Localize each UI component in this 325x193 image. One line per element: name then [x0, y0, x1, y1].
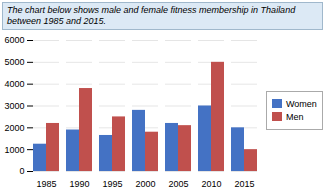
svg-text:2015: 2015 — [234, 178, 254, 188]
svg-text:1990: 1990 — [69, 178, 89, 188]
svg-text:5000: 5000 — [4, 57, 24, 67]
svg-text:2000: 2000 — [4, 122, 24, 132]
svg-text:1995: 1995 — [102, 178, 122, 188]
svg-text:2010: 2010 — [201, 178, 221, 188]
html-text:The chart below shows male and: The chart below shows male and female fi… — [7, 5, 296, 26]
svg-text:4000: 4000 — [4, 79, 24, 89]
svg-text:1985: 1985 — [36, 178, 56, 188]
svg-text:1000: 1000 — [4, 144, 24, 154]
svg-text:0: 0 — [19, 166, 24, 176]
svg-text:2005: 2005 — [168, 178, 188, 188]
svg-text:6000: 6000 — [4, 35, 24, 45]
html-text:Women: Women — [286, 98, 317, 109]
svg-text:3000: 3000 — [4, 100, 24, 110]
html-text:Men: Men — [286, 111, 304, 122]
svg-text:2000: 2000 — [135, 178, 155, 188]
